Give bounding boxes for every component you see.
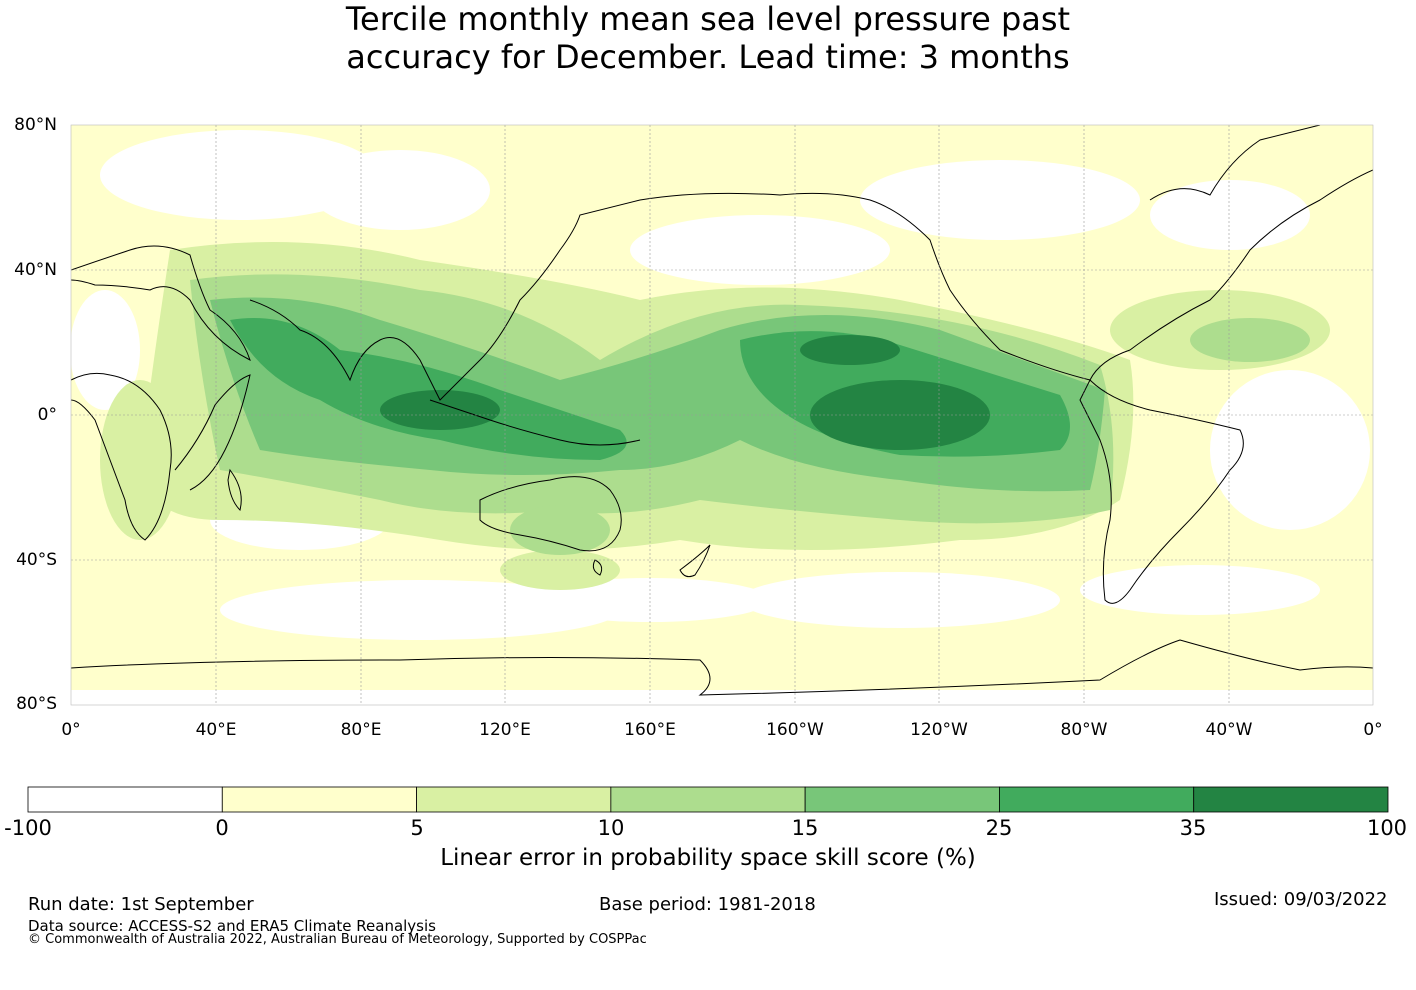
colorbar-tick-0: -100 xyxy=(4,816,52,840)
run-date: Run date: 1st September xyxy=(28,894,254,915)
title-line-1: Tercile monthly mean sea level pressure … xyxy=(345,0,1071,38)
colorbar-tick-5: 25 xyxy=(985,816,1013,840)
copyright: © Commonwealth of Australia 2022, Austra… xyxy=(28,932,647,947)
lon-label-160w: 160°W xyxy=(766,720,824,740)
lon-label-40e: 40°E xyxy=(195,720,237,740)
lat-label-80n: 80°N xyxy=(14,115,57,135)
colorbar-tick-2: 5 xyxy=(410,816,424,840)
colorbar-segment-4 xyxy=(804,786,1000,813)
no-skill-regions xyxy=(71,130,1373,705)
colorbar-segment-0 xyxy=(27,786,223,813)
lat-label-40s: 40°S xyxy=(16,550,57,570)
lon-label-0-right: 0° xyxy=(1363,720,1383,740)
lon-label-80e: 80°E xyxy=(340,720,382,740)
colorbar-segment-2 xyxy=(416,786,612,813)
colorbar-segment-6 xyxy=(1193,786,1389,813)
lat-label-40n: 40°N xyxy=(14,260,57,280)
lon-label-80w: 80°W xyxy=(1060,720,1108,740)
colorbar-segment-3 xyxy=(610,786,806,813)
data-source: Data source: ACCESS-S2 and ERA5 Climate … xyxy=(28,917,436,935)
lon-label-160e: 160°E xyxy=(624,720,676,740)
map-frame xyxy=(70,124,1374,706)
colorbar xyxy=(27,786,1389,813)
colorbar-tick-7: 100 xyxy=(1366,816,1408,840)
colorbar-label: Linear error in probability space skill … xyxy=(440,845,976,871)
lat-label-equator: 0° xyxy=(37,405,57,425)
graticule xyxy=(71,125,1373,705)
map-field xyxy=(71,125,1373,705)
colorbar-segment-1 xyxy=(221,786,417,813)
base-period: Base period: 1981-2018 xyxy=(599,894,816,915)
lon-label-120w: 120°W xyxy=(910,720,968,740)
issued-date: Issued: 09/03/2022 xyxy=(1214,889,1388,910)
colorbar-segment-5 xyxy=(999,786,1195,813)
colorbar-tick-4: 15 xyxy=(791,816,819,840)
chart-title: Tercile monthly mean sea level pressure … xyxy=(0,0,1416,76)
colorbar-tick-1: 0 xyxy=(215,816,229,840)
colorbar-tick-6: 35 xyxy=(1179,816,1207,840)
lon-label-40w: 40°W xyxy=(1205,720,1253,740)
coastlines xyxy=(71,125,1373,696)
lon-label-120e: 120°E xyxy=(479,720,531,740)
title-line-2: accuracy for December. Lead time: 3 mont… xyxy=(346,38,1070,76)
lon-label-0-left: 0° xyxy=(61,720,81,740)
lat-label-80s: 80°S xyxy=(16,694,57,714)
colorbar-tick-3: 10 xyxy=(597,816,625,840)
